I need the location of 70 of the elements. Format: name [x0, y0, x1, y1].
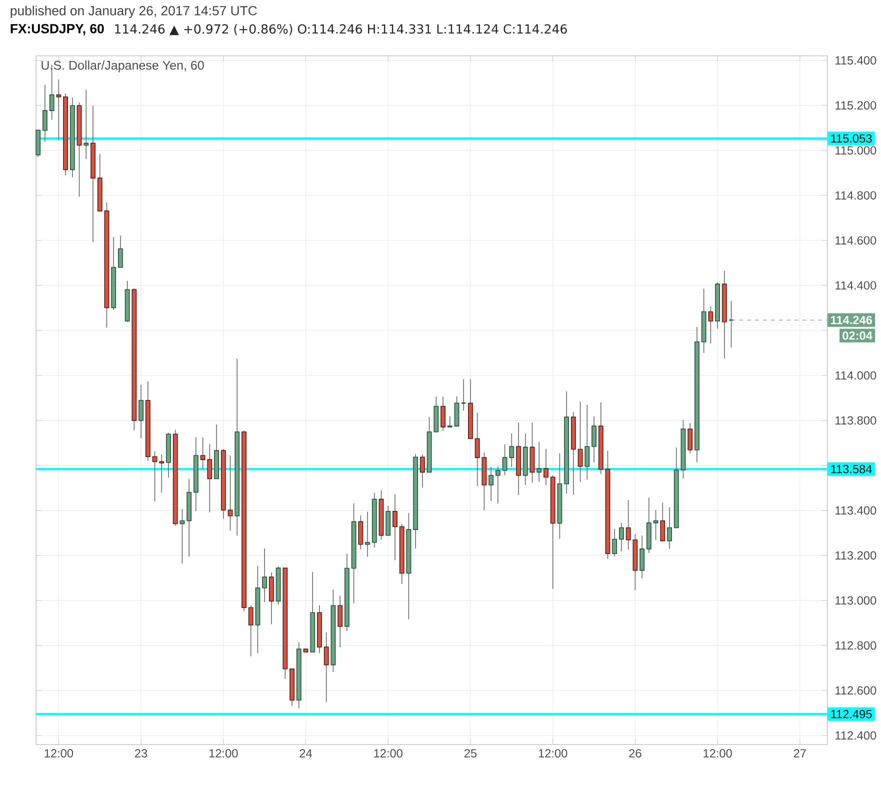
candlestick	[420, 454, 425, 488]
candlestick	[460, 378, 466, 411]
y-tick-label: 114.800	[836, 191, 876, 200]
candlestick	[358, 515, 364, 550]
candlestick	[228, 454, 233, 531]
candlestick	[159, 454, 164, 493]
x-tick-label: 23	[135, 748, 148, 758]
annotation: U.S. Dollar/Japanese Yen, 60	[42, 60, 204, 72]
candlestick	[338, 595, 343, 648]
candlestick	[138, 384, 144, 439]
candlestick	[536, 441, 542, 482]
chart-subtitle: 114.246 ▲ +0.972 (+0.86%) O:114.246 H:114.331 L:114.124 C:114.246	[115, 24, 567, 36]
y-tick-label: 114.400	[836, 281, 876, 290]
candlestick	[84, 89, 89, 160]
candlestick	[688, 422, 693, 454]
x-tick-label: 12:00	[538, 748, 568, 758]
x-tick-label: 24	[300, 748, 312, 758]
y-tick-label: 113.800	[836, 416, 876, 424]
candlestick	[578, 400, 583, 482]
ref-line-label: 112.495	[831, 710, 872, 718]
chart-title: FX:USDJPY, 60	[10, 24, 104, 36]
candlestick	[392, 494, 398, 560]
candlestick	[612, 528, 618, 557]
candlestick	[660, 502, 666, 542]
y-tick-label: 112.600	[836, 686, 876, 694]
ref-line-label: 113.584	[831, 464, 872, 474]
x-tick-label: 12:00	[209, 748, 238, 758]
y-tick-label: 115.400	[836, 56, 876, 64]
x-tick-label: 12:00	[44, 748, 74, 758]
candlestick	[584, 404, 590, 480]
candlestick	[56, 78, 62, 140]
candlestick	[118, 234, 123, 268]
candlestick	[324, 632, 329, 702]
candlestick	[180, 508, 185, 564]
text: published on January 26, 2017 14:57 UTC	[10, 6, 257, 18]
candlestick	[619, 522, 624, 552]
y-tick-label: 113.000	[836, 596, 876, 604]
candlestick	[640, 535, 645, 579]
candlestick	[248, 604, 254, 656]
y-tick-label: 115.200	[836, 101, 876, 110]
annotation: 114.246	[830, 316, 872, 324]
candlestick	[509, 432, 514, 468]
candlestick	[544, 448, 548, 486]
y-tick-label: 114.000	[836, 371, 876, 380]
candlestick	[488, 466, 494, 502]
text: 02:04	[842, 331, 872, 340]
candlestick	[667, 506, 672, 550]
x-tick-label: 25	[464, 748, 477, 758]
y-tick-label: 113.400	[836, 506, 876, 514]
y-tick-label: 114.600	[836, 236, 876, 244]
candlestick	[42, 84, 48, 142]
candlestick	[262, 548, 268, 602]
candlestick	[495, 466, 500, 504]
candlestick	[440, 396, 446, 431]
y-tick-label: 112.800	[836, 641, 876, 650]
x-tick-label: 12:00	[704, 748, 732, 758]
candlestick	[152, 450, 158, 502]
y-tick-label: 115.000	[836, 146, 876, 154]
x-tick-label: 27	[794, 748, 806, 758]
x-tick-label: 26	[629, 748, 642, 758]
ref-line-label: 115.053	[831, 134, 872, 143]
candlestick	[592, 416, 596, 463]
candlestick	[447, 416, 452, 428]
y-tick-label: 112.400	[836, 731, 876, 740]
candlestick	[708, 306, 714, 344]
candlestick	[502, 444, 508, 476]
x-tick-label: 12:00	[374, 748, 402, 758]
y-tick-label: 113.200	[836, 551, 876, 560]
candlestick	[365, 511, 370, 558]
candlestick	[454, 396, 460, 426]
